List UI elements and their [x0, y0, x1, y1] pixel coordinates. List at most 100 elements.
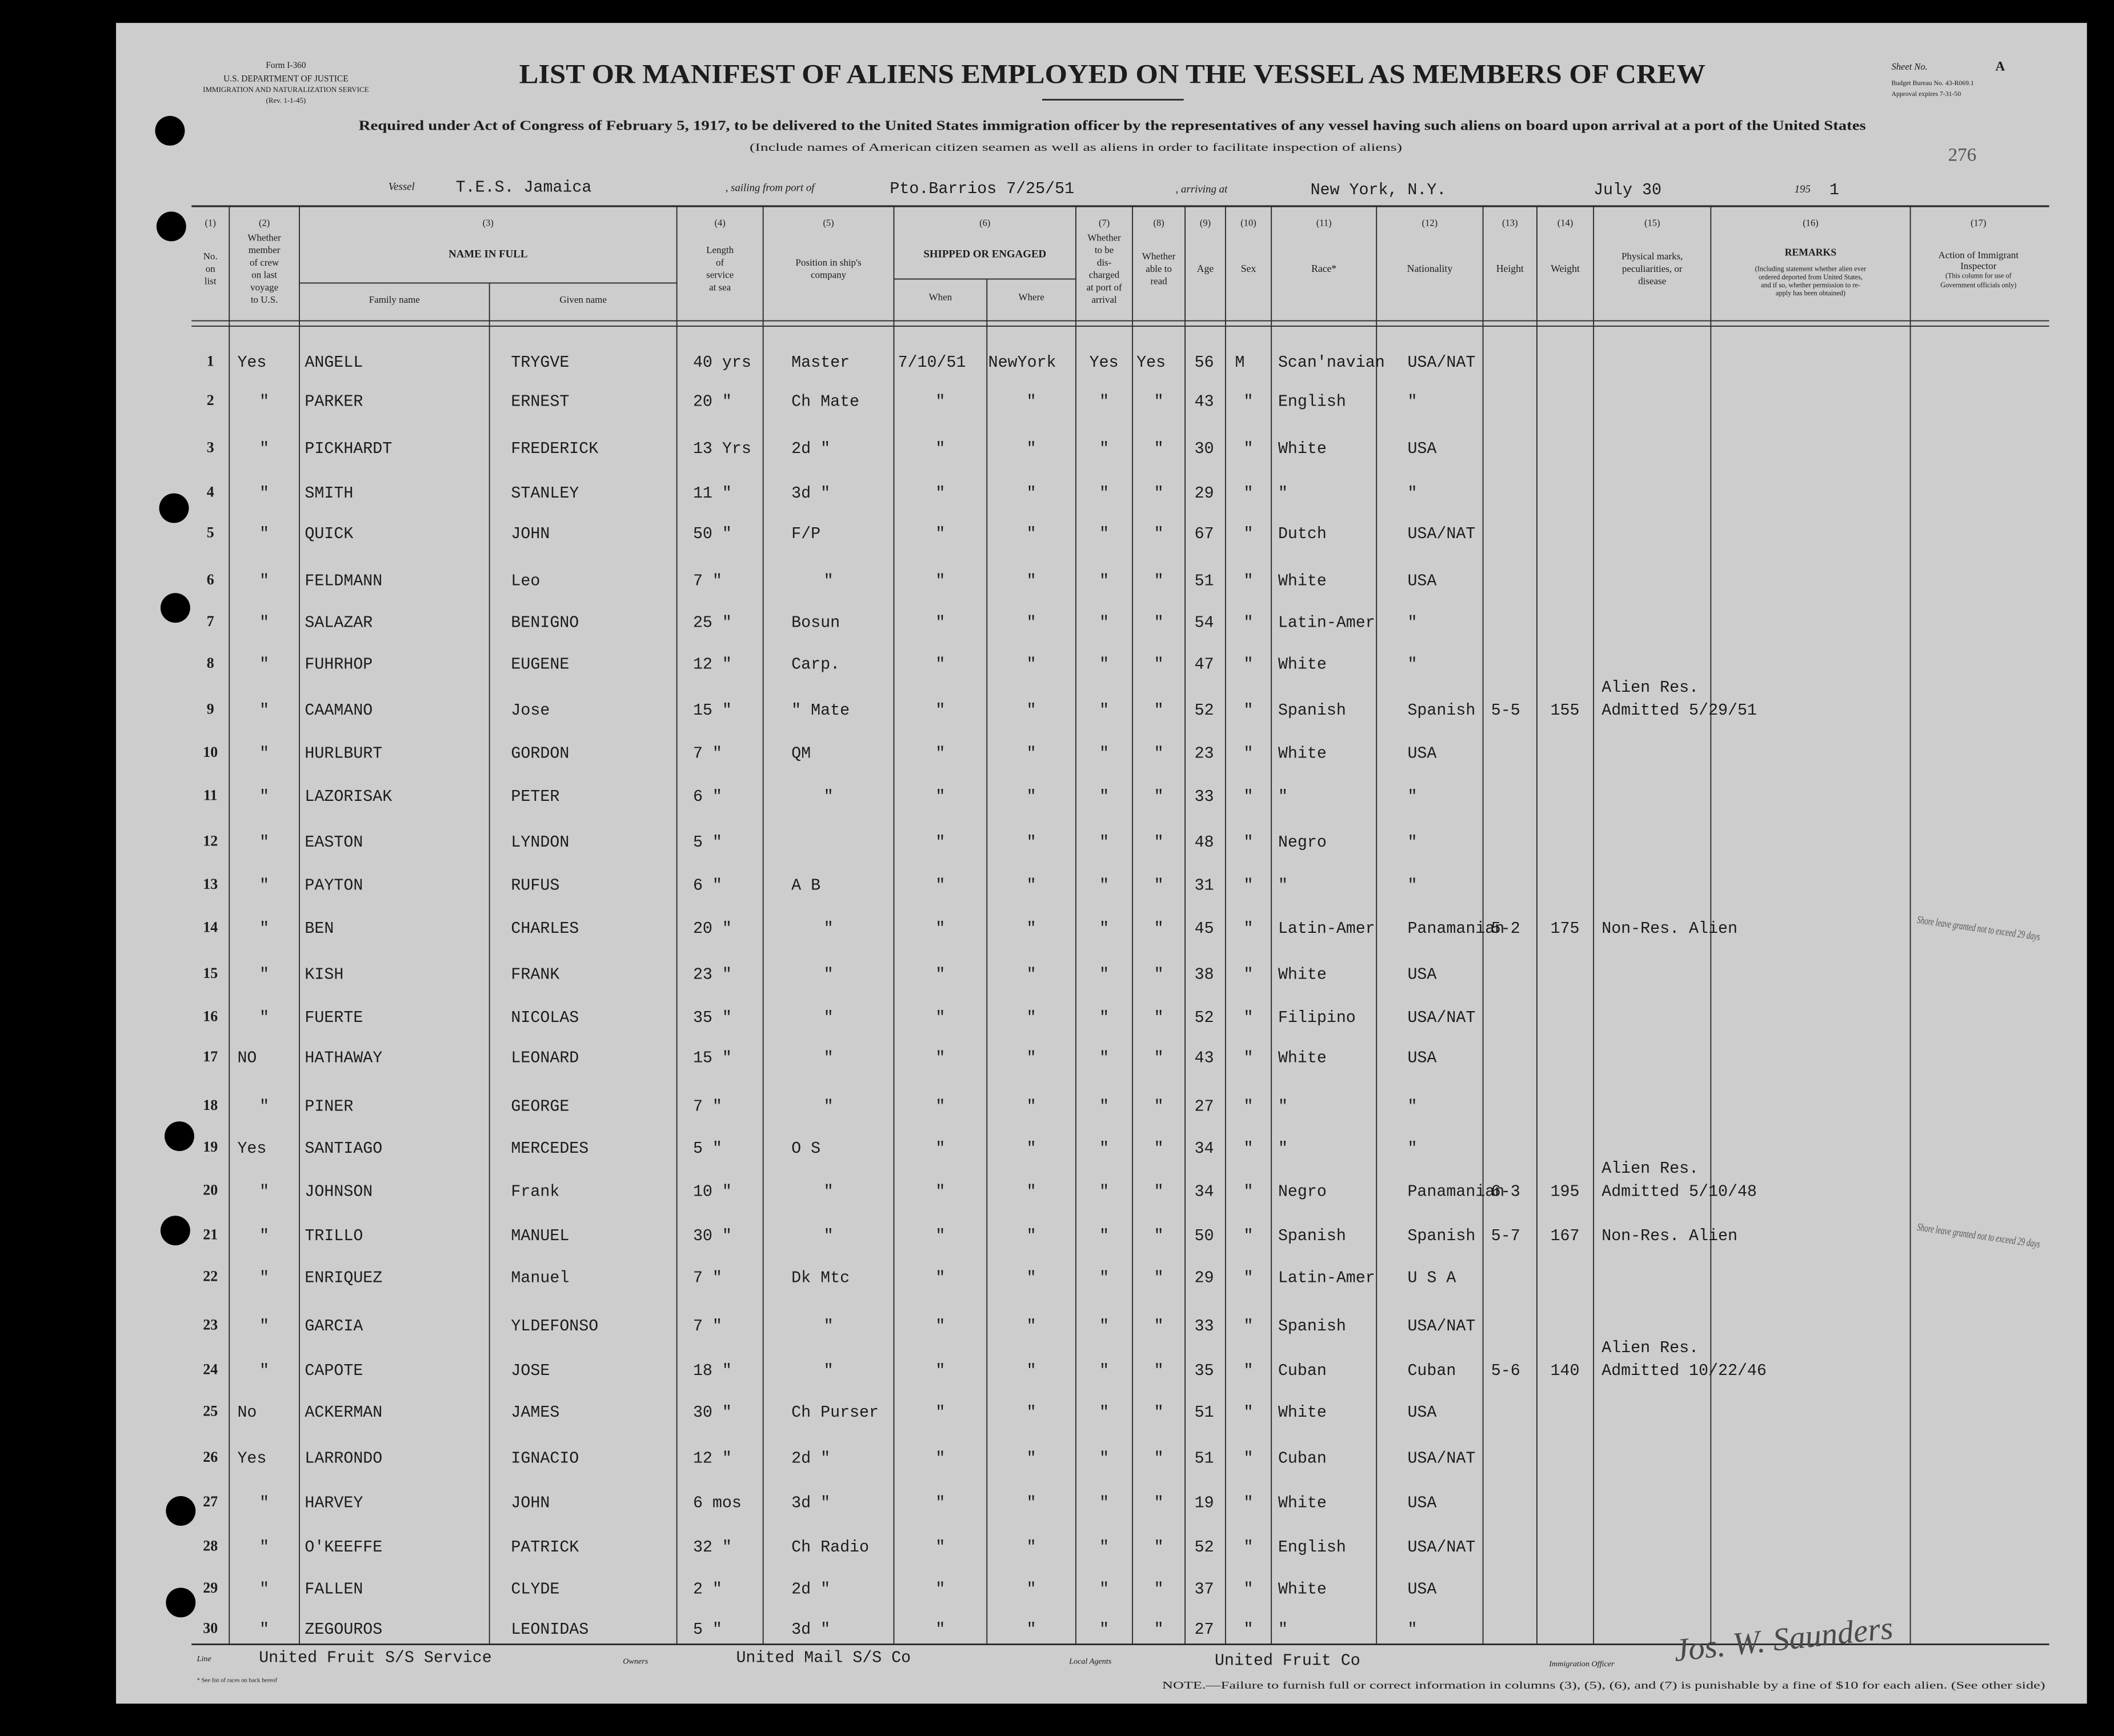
line: United Fruit S/S Service [259, 1649, 492, 1667]
punch-holes [155, 115, 196, 1618]
cell: USA [1407, 1403, 1436, 1422]
column-label: Whether [247, 232, 281, 243]
cell: 2d " [791, 1579, 830, 1598]
cell: FUERTE [305, 1008, 363, 1027]
cell: Scan'navian [1278, 353, 1385, 372]
cell: MERCEDES [511, 1139, 588, 1158]
cell: USA [1407, 965, 1436, 984]
punch-hole [155, 115, 185, 146]
column-label: Age [1197, 263, 1214, 274]
cell: " [1244, 965, 1254, 984]
row-number: 15 [203, 965, 218, 981]
cell: " [1154, 571, 1164, 590]
cell: " [935, 1182, 945, 1201]
cell: Yes [237, 1139, 266, 1158]
cell: " [935, 392, 945, 411]
cell: Non-Res. Alien [1601, 1226, 1737, 1245]
cell: 50 [1195, 1226, 1214, 1245]
cell: Manuel [511, 1268, 569, 1287]
cell: " [1027, 571, 1036, 590]
cell: 2 " [693, 1579, 722, 1598]
cell: " [1244, 787, 1254, 806]
cell: " [824, 1317, 834, 1336]
cell: " [935, 876, 945, 895]
cell: " [1027, 787, 1036, 806]
cell: Master [791, 353, 850, 372]
cell: " [1154, 1097, 1164, 1116]
column-label: and if so, whether permission to re- [1761, 281, 1860, 289]
cell: 56 [1195, 353, 1214, 372]
cell: " [935, 571, 945, 590]
cell: " [259, 1579, 269, 1598]
cell: " [824, 919, 834, 938]
cell: White [1278, 965, 1327, 984]
column-label: peculiarities, or [1622, 263, 1683, 274]
cell: " [1244, 1361, 1254, 1380]
cell: " [1099, 439, 1109, 458]
cell: U S A [1407, 1268, 1456, 1287]
cell: BEN [305, 919, 334, 938]
cell: Yes [1136, 353, 1166, 372]
cell: " [1027, 1449, 1036, 1468]
cell: Cuban [1407, 1361, 1456, 1380]
arrival-date: July 30 [1593, 181, 1661, 199]
cell: " [935, 1268, 945, 1287]
cell: " [1099, 1579, 1109, 1598]
cell: USA [1407, 1579, 1436, 1598]
cell: " [1027, 1620, 1036, 1639]
cell: 51 [1195, 1403, 1214, 1422]
cell: " [1099, 1139, 1109, 1158]
cell: PARKER [305, 392, 363, 411]
cell: " [1099, 1361, 1109, 1380]
cell: " [1027, 524, 1036, 543]
row-number: 19 [203, 1138, 218, 1155]
column-label: (This column for use of [1945, 272, 2012, 280]
cell: M [1235, 353, 1244, 372]
column-number: (8) [1154, 217, 1164, 228]
cell: " [1154, 876, 1164, 895]
cell: ZEGOUROS [305, 1620, 382, 1639]
cell: " [1027, 701, 1036, 720]
column-label: read [1151, 275, 1168, 286]
cell: RUFUS [511, 876, 559, 895]
cell: ANGELL [305, 353, 363, 372]
cell: QM [791, 744, 811, 763]
cell: JAMES [511, 1403, 559, 1422]
cell: JOHNSON [305, 1182, 373, 1201]
cell: 195 [1551, 1182, 1580, 1201]
paper [116, 23, 2087, 1704]
cell: " [935, 1008, 945, 1027]
cell: " [1278, 1097, 1288, 1116]
cell: USA/NAT [1407, 1449, 1475, 1468]
cell: 27 [1195, 1620, 1214, 1639]
vessel-label: Vessel [389, 181, 415, 193]
cell: " [1244, 1049, 1254, 1068]
row-number: 13 [203, 876, 218, 892]
cell: USA/NAT [1407, 524, 1475, 543]
column-label: voyage [250, 282, 278, 292]
cell: " [1027, 1403, 1036, 1422]
cell: 13 Yrs [693, 439, 751, 458]
cell: ERNEST [511, 392, 569, 411]
cell: " [1244, 484, 1254, 503]
cell: 5-5 [1491, 701, 1520, 720]
cell: 35 " [693, 1008, 732, 1027]
row-number: 9 [207, 700, 214, 717]
column-label: Physical marks, [1621, 251, 1683, 262]
cell: " [935, 787, 945, 806]
column-number: (6) [979, 217, 990, 228]
approval: Approval expires 7-31-50 [1892, 90, 1961, 98]
cell: " [824, 1182, 834, 1201]
cell: " [1154, 1620, 1164, 1639]
cell: " [1027, 1097, 1036, 1116]
cell: " [1244, 1182, 1254, 1201]
cell: Carp. [791, 655, 840, 674]
agents: United Fruit Co [1215, 1651, 1360, 1670]
cell: SMITH [305, 484, 353, 503]
row-number: 22 [203, 1268, 218, 1285]
column-label: NAME IN FULL [449, 248, 527, 260]
cell: " [1154, 1449, 1164, 1468]
cell: " [935, 524, 945, 543]
